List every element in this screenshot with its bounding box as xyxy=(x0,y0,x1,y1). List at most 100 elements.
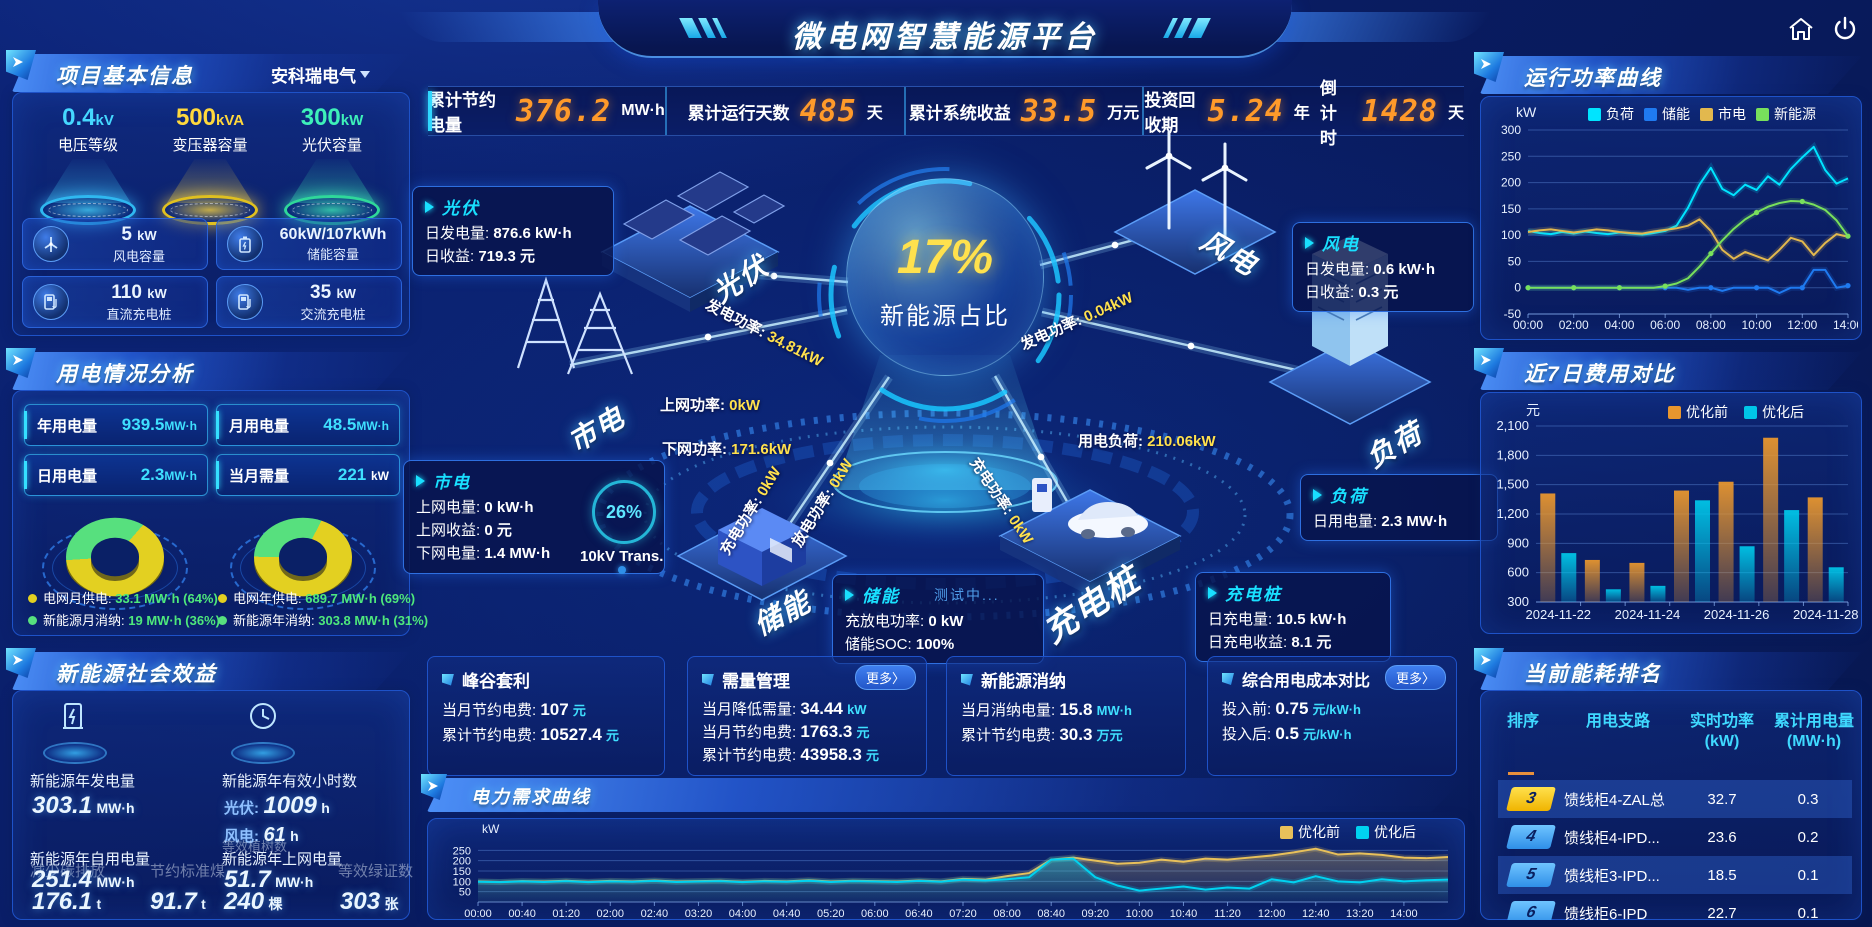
legend-dot xyxy=(28,616,37,625)
kpi-label: 投资回收期 xyxy=(1144,91,1196,135)
flow-label: 用电负荷: xyxy=(1078,433,1143,450)
kpi-unit: 万元 xyxy=(1107,105,1140,122)
kpi-label: 累计运行天数 xyxy=(687,103,790,123)
benefit-value-co2: 176.1 t xyxy=(32,888,101,916)
callout-key: 下网电量: xyxy=(416,545,481,562)
callout-key: 上网电量: xyxy=(416,499,481,516)
rank-badge: 4 xyxy=(1506,825,1556,849)
branch-name: 馈线柜4-IPD... xyxy=(1564,829,1660,847)
card-val: 34.44 xyxy=(800,699,843,718)
card-key: 累计节约电费: xyxy=(961,727,1056,744)
card-val: 10527.4 xyxy=(540,725,602,744)
card-title: 需量管理 xyxy=(722,672,790,691)
charging-station-icon xyxy=(40,700,110,764)
callout-key: 上网收益: xyxy=(416,522,481,539)
svg-text:150: 150 xyxy=(1501,202,1521,216)
callout-val: 100% xyxy=(915,636,955,653)
stat-month-usage: 月用电量 48.5MW·h xyxy=(216,404,400,446)
legend-value: 303.8 MW·h (31%) xyxy=(318,613,429,628)
legend-swatch xyxy=(1744,405,1757,419)
svg-text:300: 300 xyxy=(1507,594,1529,609)
capacity-card-dc-pile: 110 kW 直流充电桩 xyxy=(22,276,208,328)
kpi-payback: 投资回收期 5.24 年 倒计时 1428 天 xyxy=(1144,79,1464,148)
benefit-label-togrid: 新能源年上网电量 xyxy=(222,851,343,868)
cost-legend: 优化前 优化后 xyxy=(1668,402,1804,422)
kpi-run-days: 累计运行天数 485 天 xyxy=(667,87,906,135)
svg-text:250: 250 xyxy=(1501,149,1521,163)
card-key: 投入前: xyxy=(1222,701,1272,718)
legend-label: 优化前 xyxy=(1686,404,1728,420)
capacity-unit: kW xyxy=(336,285,356,301)
spotlight-label: 变压器容量 xyxy=(172,137,248,154)
svg-text:13:20: 13:20 xyxy=(1346,908,1374,920)
power-icon[interactable] xyxy=(1830,14,1860,44)
callout-val: 8.1 元 xyxy=(1291,634,1332,651)
card-corner-icon xyxy=(702,673,714,686)
card-unit: kW xyxy=(847,702,867,717)
legend-label: 电网月供电: xyxy=(43,591,112,606)
svg-text:06:00: 06:00 xyxy=(861,908,889,920)
capacity-value: 60kW/107kWh xyxy=(279,225,387,243)
stat-value: 2.3 xyxy=(140,465,165,484)
flow-grid-down: 下网功率: 171.6kW xyxy=(662,438,791,459)
card-unit: 元 xyxy=(572,703,586,718)
benefit-number: 176.1 xyxy=(32,888,93,915)
svg-text:00:00: 00:00 xyxy=(464,908,492,920)
kpi-bar: 累计节约电量 376.2 MW·h 累计运行天数 485 天 累计系统收益 33… xyxy=(428,79,1464,148)
benefit-value-pv-hours: 光伏: 1009 h xyxy=(224,792,330,820)
card-corner-icon xyxy=(1222,673,1234,685)
svg-text:03:20: 03:20 xyxy=(685,908,713,920)
status-badge: 测试中... xyxy=(934,586,1000,603)
svg-text:10:00: 10:00 xyxy=(1126,908,1154,920)
run-power-panel xyxy=(1480,96,1862,340)
svg-text:1,200: 1,200 xyxy=(1496,506,1529,521)
callout-val: 0 kW·h xyxy=(484,499,534,516)
chevron-right-icon xyxy=(1208,586,1217,599)
capacity-value: 5 xyxy=(121,223,132,245)
legend-renewable-month: 新能源月消纳: 19 MW·h (36%) xyxy=(28,610,220,629)
kpi-label: 累计系统收益 xyxy=(908,103,1011,123)
renewable-share-orb: 17% 新能源占比 xyxy=(832,158,1058,406)
spotlight-label: 光伏容量 xyxy=(301,137,362,154)
card-key: 当月节约电费: xyxy=(442,702,537,719)
energy-value: 0.2 xyxy=(1797,828,1819,846)
svg-text:100: 100 xyxy=(1501,228,1521,242)
company-select[interactable]: 安科瑞电气 xyxy=(271,62,370,87)
legend-dot xyxy=(218,594,227,603)
callout-charger: 充电桩 日充电量: 10.5 kW·h 日充电收益: 8.1 元 xyxy=(1195,572,1391,662)
benefit-number: 251.4 xyxy=(32,866,93,893)
svg-text:2024-11-22: 2024-11-22 xyxy=(1526,607,1592,622)
callout-key: 日充电量: xyxy=(1208,611,1273,628)
svg-text:02:40: 02:40 xyxy=(641,908,669,920)
col-header: 排序 xyxy=(1506,713,1539,730)
stat-label: 日用电量 xyxy=(37,467,98,485)
legend-label: 新能源年消纳: xyxy=(233,613,315,628)
callout-val: 0.3 元 xyxy=(1358,284,1399,301)
legend-swatch xyxy=(1644,107,1657,121)
more-button[interactable]: 更多〉 xyxy=(1384,665,1446,690)
card-unit: MW·h xyxy=(1096,703,1132,718)
svg-text:00:40: 00:40 xyxy=(508,908,536,920)
svg-text:11:20: 11:20 xyxy=(1214,908,1241,920)
col-header-unit: (MW·h) xyxy=(1786,733,1842,750)
power-value: 22.7 xyxy=(1707,904,1737,921)
benefit-number: 91.7 xyxy=(150,888,197,915)
more-button[interactable]: 更多〉 xyxy=(854,665,916,690)
stat-month-demand: 当月需量 221 kW xyxy=(216,454,400,496)
panel-title: 新能源社会效益 xyxy=(56,663,217,686)
benefit-label-generation: 新能源年发电量 xyxy=(30,773,136,790)
spotlight-label: 电压等级 xyxy=(57,137,118,154)
home-icon[interactable] xyxy=(1786,14,1816,44)
company-name: 安科瑞电气 xyxy=(271,67,356,86)
demand-curve-header: 电力需求曲线 xyxy=(421,774,1465,812)
callout-key: 日发电量: xyxy=(1305,261,1370,278)
callout-val: 0 kW xyxy=(928,613,964,630)
flow-value: 0kW xyxy=(729,397,761,414)
callout-val: 10.5 kW·h xyxy=(1276,611,1347,628)
run-power-legend: 负荷 储能 市电 新能源 xyxy=(1588,104,1816,124)
rank-badge: 5 xyxy=(1506,863,1556,887)
benefit-value-togrid: 51.7 MW·h xyxy=(224,866,313,894)
benefit-label-co2: 减少碳排放 xyxy=(30,863,106,880)
callout-load: 负荷 日用电量: 2.3 MW·h xyxy=(1300,474,1498,541)
card-key: 累计节约电费: xyxy=(442,727,537,744)
